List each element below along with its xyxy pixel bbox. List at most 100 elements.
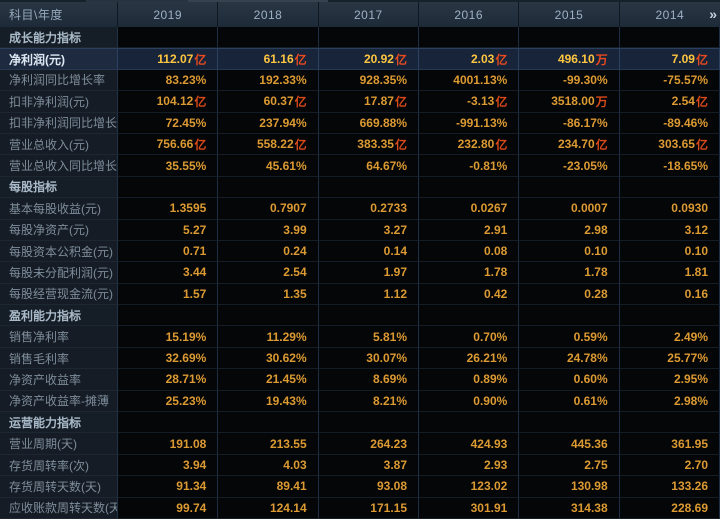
cell-value: 2.95%	[619, 369, 720, 391]
cell-value: 3.27	[318, 219, 419, 241]
cell-value: 4001.13%	[419, 69, 520, 92]
table-row[interactable]: 每股经营现金流(元) 1.57 1.35 1.12 0.42 0.28 0.16	[0, 283, 720, 306]
cell-value: 104.12 亿	[118, 91, 219, 113]
cell-value: 25.23%	[118, 390, 219, 413]
unit-char: 亿	[294, 94, 307, 109]
row-label: 每股未分配利润(元)	[0, 262, 118, 284]
cell-value	[218, 176, 319, 199]
cell-value: 445.36	[519, 433, 620, 455]
cell-value: 0.2733	[318, 198, 419, 220]
unit-char: 亿	[194, 137, 207, 152]
table-row[interactable]: 每股未分配利润(元) 3.44 2.54 1.97 1.78 1.78 1.81	[0, 262, 720, 284]
unit-char: 亿	[394, 52, 407, 67]
cell-value	[419, 305, 520, 327]
cell-value: 30.62%	[218, 347, 319, 370]
cell-value: 112.07 亿	[118, 48, 219, 70]
unit-char: 亿	[595, 137, 608, 152]
cell-value: 232.80 亿	[419, 133, 520, 156]
table-row[interactable]: 营业总收入同比增长率 35.55% 45.61% 64.67% -0.81% -23.05…	[0, 155, 720, 177]
table-row[interactable]: 净资产收益率 28.71% 21.45% 8.69% 0.89% 0.60% 2.95%	[0, 369, 720, 391]
cell-value: 30.07%	[318, 347, 419, 370]
table-row[interactable]: 营业总收入(元) 756.66 亿 558.22 亿 383.35 亿 232.80 亿 234.…	[0, 133, 720, 156]
table-row[interactable]: 净利润(元) 112.07 亿 61.16 亿 20.92 亿 2.03 亿 496.10 万 7.0…	[0, 48, 720, 70]
table-row[interactable]: 净利润同比增长率 83.23% 192.33% 928.35% 4001.13% -99.…	[0, 69, 720, 92]
cell-number: 2.03	[470, 52, 495, 67]
cell-value: -18.65%	[619, 155, 720, 177]
cell-value	[118, 27, 219, 49]
cell-value: 424.93	[419, 433, 520, 455]
unit-char: 万	[595, 94, 608, 109]
cell-value	[118, 412, 219, 434]
cell-value: 20.92 亿	[318, 48, 419, 70]
cell-number: 496.10	[557, 52, 595, 67]
cell-value: 1.35	[218, 283, 319, 306]
cell-value	[619, 412, 720, 434]
table-row[interactable]: 净资产收益率-摊薄 25.23% 19.43% 8.21% 0.90% 0.61% 2.98…	[0, 390, 720, 413]
cell-value: -23.05%	[519, 155, 620, 177]
unit-char: 亿	[495, 137, 508, 152]
cell-value: 21.45%	[218, 369, 319, 391]
cell-value: 0.70%	[419, 326, 520, 348]
table-row[interactable]: 存货周转率(次) 3.94 4.03 3.87 2.93 2.75 2.70	[0, 454, 720, 477]
more-years-icon[interactable]: »	[709, 5, 717, 22]
cell-value	[218, 412, 319, 434]
cell-value: 26.21%	[419, 347, 520, 370]
table-row[interactable]: 每股资本公积金(元) 0.71 0.24 0.14 0.08 0.10 0.10	[0, 240, 720, 263]
cell-value: 64.67%	[318, 155, 419, 177]
cell-number: 60.37	[263, 94, 294, 109]
year-column-header: 2014	[655, 7, 685, 22]
cell-number: 17.87	[363, 94, 394, 109]
cell-value: 3.87	[318, 454, 419, 477]
cell-value: 0.10	[519, 240, 620, 263]
cell-value: 2.98	[519, 219, 620, 241]
cell-value: 8.69%	[318, 369, 419, 391]
table-row[interactable]: 应收账款周转天数(天) 99.74 124.14 171.15 301.91 314.38…	[0, 497, 720, 519]
row-label: 净资产收益率	[0, 369, 118, 391]
cell-value	[318, 412, 419, 434]
cell-value: 1.78	[419, 262, 520, 284]
table-row[interactable]: 存货周转天数(天) 91.34 89.41 93.08 123.02 130.98 133.…	[0, 476, 720, 498]
cell-value: 234.70 亿	[519, 133, 620, 156]
table-row[interactable]: 销售净利率 15.19% 11.29% 5.81% 0.70% 0.59% 2.49%	[0, 326, 720, 348]
cell-value: 17.87 亿	[318, 91, 419, 113]
table-row[interactable]: 扣非净利润(元) 104.12 亿 60.37 亿 17.87 亿 -3.13 亿 3518.00…	[0, 91, 720, 113]
cell-value: 213.55	[218, 433, 319, 455]
cell-value: 191.08	[118, 433, 219, 455]
corner-header: 科目\年度	[0, 2, 118, 27]
row-label: 每股资本公积金(元)	[0, 240, 118, 263]
cell-value: 2.03 亿	[419, 48, 520, 70]
cell-value: 0.89%	[419, 369, 520, 391]
cell-number: 2.54	[671, 94, 695, 109]
cell-value	[419, 27, 520, 49]
cell-value: 3.12	[619, 219, 720, 241]
table-row[interactable]: 基本每股收益(元) 1.3595 0.7907 0.2733 0.0267 0.0007 0…	[0, 198, 720, 220]
cell-value: 496.10 万	[519, 48, 620, 70]
cell-number: 61.16	[263, 52, 294, 67]
section-row: 运营能力指标	[0, 412, 720, 434]
cell-value: 11.29%	[218, 326, 319, 348]
unit-char: 亿	[495, 94, 508, 109]
cell-value: 7.09 亿	[619, 48, 720, 70]
cell-value: 303.65 亿	[619, 133, 720, 156]
cell-value: -86.17%	[519, 112, 620, 134]
table-row[interactable]: 每股净资产(元) 5.27 3.99 3.27 2.91 2.98 3.12	[0, 219, 720, 241]
row-label: 销售净利率	[0, 326, 118, 348]
table-row[interactable]: 营业周期(天) 191.08 213.55 264.23 424.93 445.36 361…	[0, 433, 720, 455]
cell-value: 1.78	[519, 262, 620, 284]
table-row[interactable]: 扣非净利润同比增长率 72.45% 237.94% 669.88% -991.13% -8…	[0, 112, 720, 134]
cell-number: 756.66	[156, 137, 194, 152]
cell-number: 383.35	[357, 137, 394, 152]
cell-value: 83.23%	[118, 69, 219, 92]
cell-value: 3.99	[218, 219, 319, 241]
cell-value: 28.71%	[118, 369, 219, 391]
cell-value: 93.08	[318, 476, 419, 498]
table-header-row: 科目\年度 2019 2018 2017 2016 2015 2014	[0, 2, 720, 27]
unit-char: 亿	[394, 137, 407, 152]
cell-value: 61.16 亿	[218, 48, 319, 70]
section-title: 成长能力指标	[0, 27, 118, 49]
row-label: 存货周转天数(天)	[0, 476, 118, 498]
cell-value: 130.98	[519, 476, 620, 498]
cell-value: 228.69	[619, 497, 720, 519]
row-label: 应收账款周转天数(天)	[0, 497, 118, 519]
table-row[interactable]: 销售毛利率 32.69% 30.62% 30.07% 26.21% 24.78% 25.77…	[0, 347, 720, 370]
